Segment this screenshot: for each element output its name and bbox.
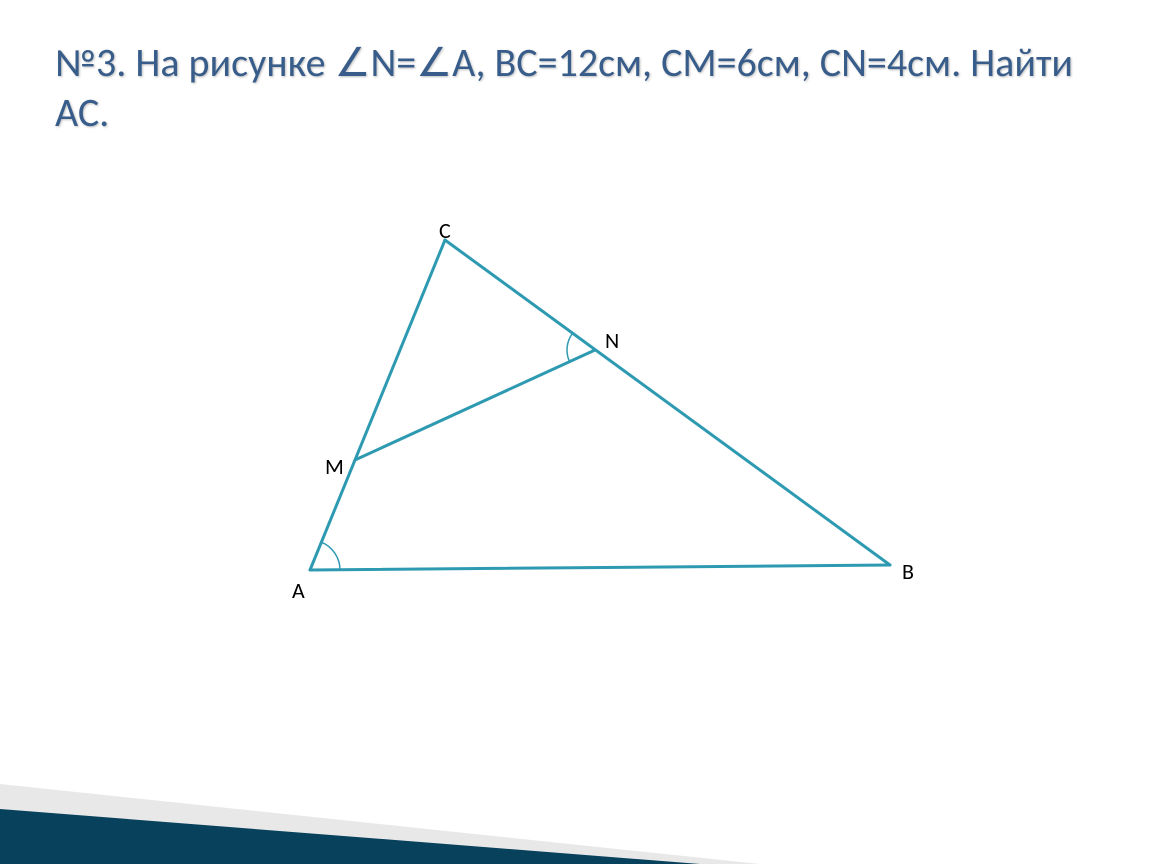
decor-dark-triangle	[0, 809, 700, 864]
vertex-label-N: N	[605, 327, 619, 354]
page-title: №3. На рисунке ∠N=∠A, BC=12см, CM=6см, C…	[55, 38, 1095, 138]
segment-AB	[310, 565, 890, 570]
angle-arc-N	[567, 333, 572, 361]
angle-arc-A	[321, 542, 340, 570]
decor-triangles	[0, 664, 1150, 864]
segment-MN	[355, 350, 595, 460]
vertex-label-C: C	[439, 217, 451, 244]
vertex-label-B: B	[902, 558, 914, 585]
vertex-label-M: M	[325, 453, 344, 480]
triangle-diagram	[250, 210, 950, 630]
decor-light-triangle	[0, 784, 760, 864]
segment-CA	[310, 240, 445, 570]
vertex-label-A: A	[292, 577, 305, 604]
segment-BC	[445, 240, 890, 565]
